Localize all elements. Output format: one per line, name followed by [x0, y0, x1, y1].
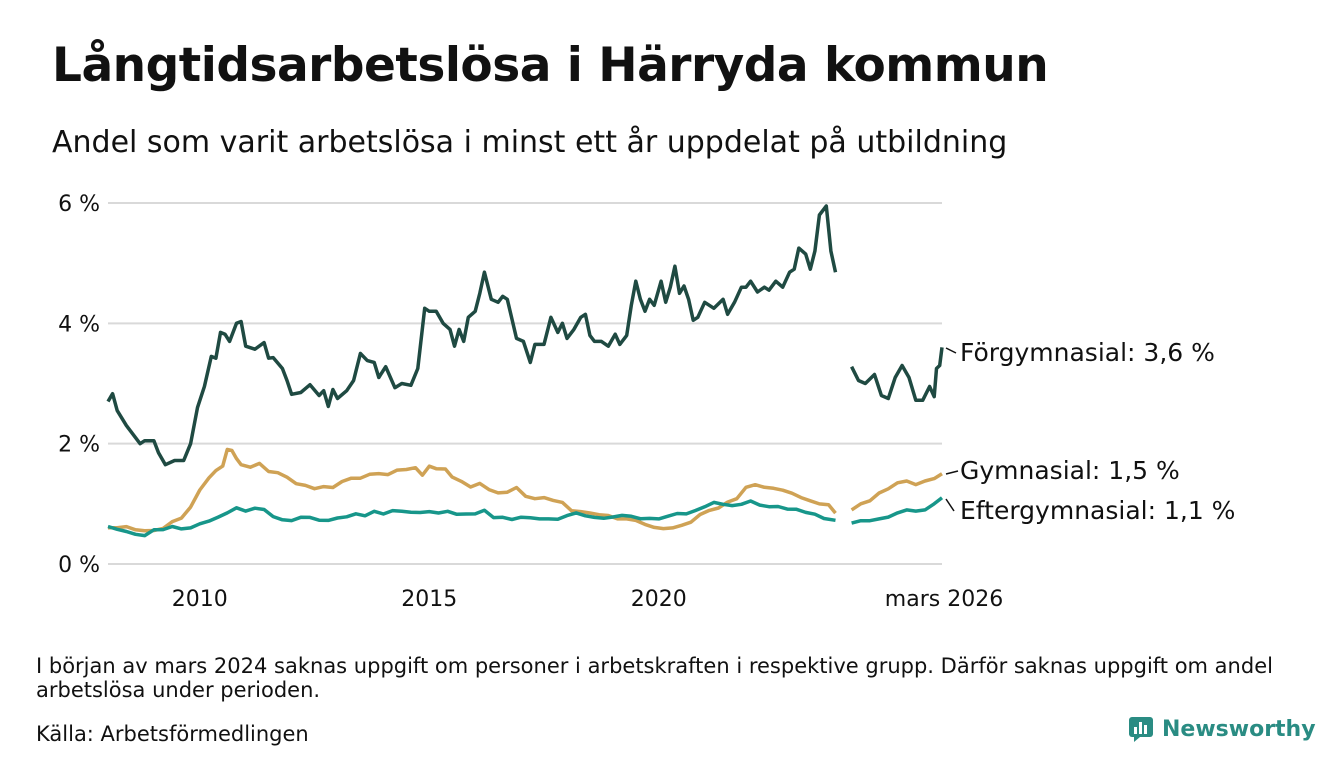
y-axis-ticks: 0 % 2 % 4 % 6 % [58, 192, 100, 578]
series-line-forgymnasial [106, 204, 838, 467]
end-labels: Förgymnasial: 3,6 % Gymnasial: 1,5 % Efter… [945, 338, 1235, 525]
x-tick-label: 2020 [631, 587, 687, 612]
bar-chart-icon [1129, 717, 1153, 742]
line-chart: 0 % 2 % 4 % 6 % 2010 2015 2020 mars 2026 Förgy… [58, 192, 1235, 612]
series-line-gymnasial [850, 472, 943, 512]
x-tick-label: mars 2026 [885, 587, 1003, 612]
footnote: I början av mars 2024 saknas uppgift om … [36, 654, 1273, 702]
brand-logo[interactable]: Newsworthy [1128, 716, 1316, 742]
series-line-gymnasial [108, 447, 837, 533]
label-leader-line [945, 347, 957, 354]
series-line-forgymnasial [850, 347, 944, 403]
brand-name: Newsworthy [1162, 716, 1316, 742]
label-leader-line [945, 498, 955, 512]
series-line-eftergymnasial [851, 496, 944, 525]
end-label-eftergymnasial: Eftergymnasial: 1,1 % [960, 496, 1235, 525]
y-tick-label: 2 % [58, 433, 100, 458]
gridlines [108, 202, 942, 565]
y-tick-label: 0 % [58, 553, 100, 578]
x-tick-label: 2015 [401, 587, 457, 612]
chart-subtitle: Andel som varit arbetslösa i minst ett å… [52, 125, 1008, 160]
x-tick-label: 2010 [172, 587, 228, 612]
y-tick-label: 6 % [58, 192, 100, 217]
series-lines [106, 204, 944, 538]
y-tick-label: 4 % [58, 312, 100, 337]
end-label-gymnasial: Gymnasial: 1,5 % [960, 456, 1180, 485]
end-label-forgymnasial: Förgymnasial: 3,6 % [960, 338, 1215, 367]
source-text: Källa: Arbetsförmedlingen [36, 722, 309, 746]
chart-title: Långtidsarbetslösa i Härryda kommun [52, 38, 1049, 93]
x-axis-ticks: 2010 2015 2020 mars 2026 [172, 587, 1003, 612]
label-leader-line [945, 470, 959, 475]
series-line-eftergymnasial [107, 499, 836, 538]
